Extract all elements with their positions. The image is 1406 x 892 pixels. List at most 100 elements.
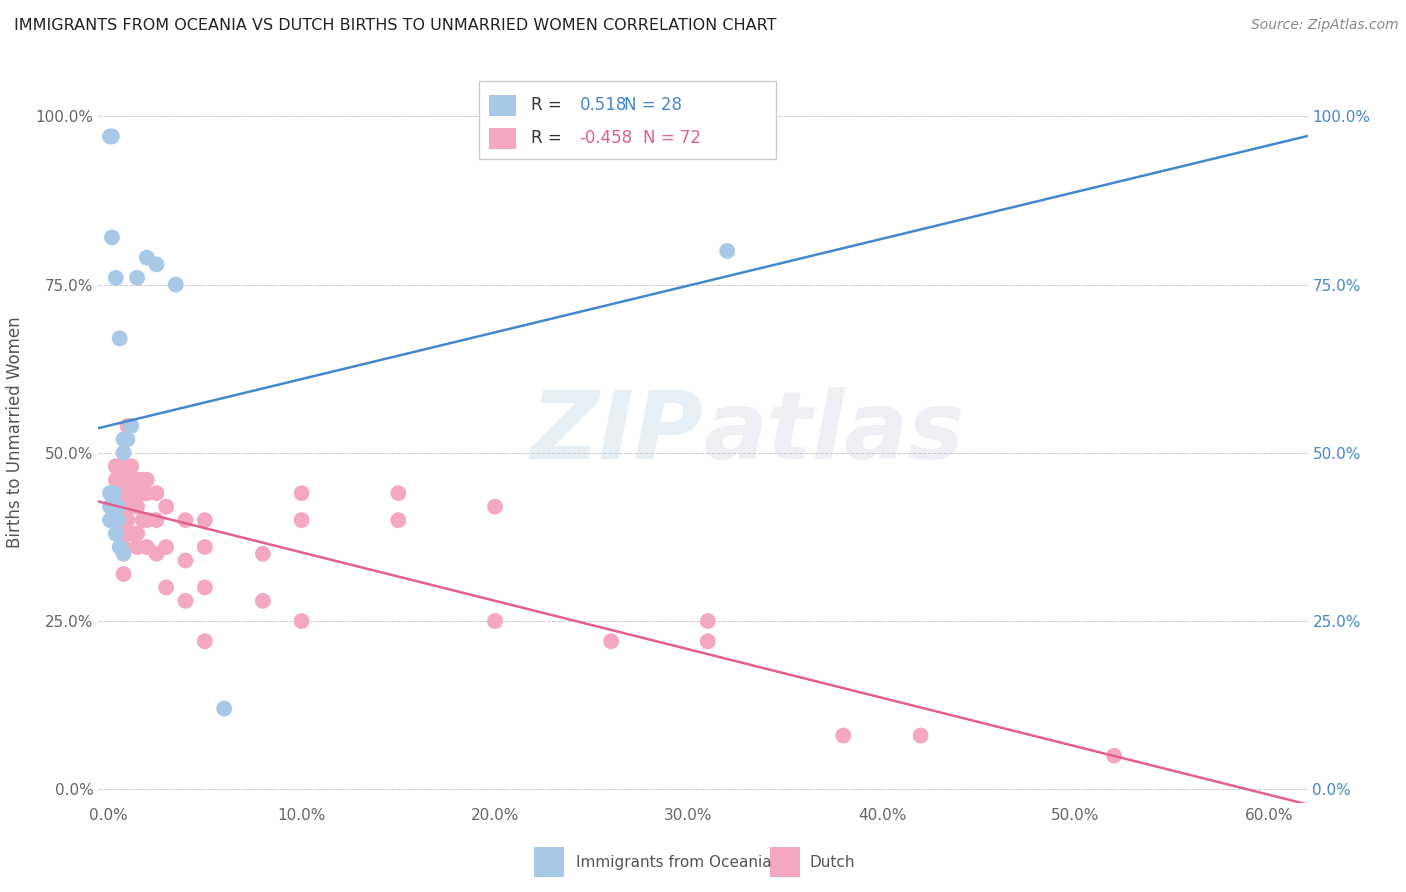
Point	[910, 729, 932, 743]
Point	[145, 513, 167, 527]
Point	[112, 547, 135, 561]
Text: N = 72: N = 72	[643, 129, 700, 147]
Point	[103, 486, 125, 500]
Point	[120, 500, 142, 514]
Point	[107, 473, 129, 487]
Point	[98, 513, 121, 527]
Point	[252, 594, 274, 608]
Point	[107, 513, 129, 527]
Point	[112, 446, 135, 460]
Point	[194, 540, 217, 554]
Text: IMMIGRANTS FROM OCEANIA VS DUTCH BIRTHS TO UNMARRIED WOMEN CORRELATION CHART: IMMIGRANTS FROM OCEANIA VS DUTCH BIRTHS …	[14, 18, 776, 33]
Point	[1102, 748, 1125, 763]
Point	[108, 331, 131, 345]
Point	[101, 129, 124, 144]
Point	[98, 500, 121, 514]
Point	[111, 473, 134, 487]
Text: atlas: atlas	[703, 386, 965, 479]
Point	[135, 473, 157, 487]
Text: Dutch: Dutch	[810, 855, 855, 870]
Point	[145, 547, 167, 561]
Point	[104, 513, 127, 527]
Point	[114, 513, 136, 527]
Point	[107, 500, 129, 514]
Point	[117, 513, 139, 527]
Point	[107, 486, 129, 500]
Point	[104, 459, 127, 474]
Point	[108, 459, 131, 474]
Point	[174, 594, 197, 608]
Point	[117, 433, 139, 447]
Point	[174, 553, 197, 567]
Point	[290, 513, 312, 527]
Point	[155, 540, 177, 554]
Point	[101, 500, 124, 514]
Point	[104, 473, 127, 487]
Point	[120, 418, 142, 433]
Text: R =: R =	[531, 129, 567, 147]
Point	[111, 513, 134, 527]
FancyBboxPatch shape	[479, 81, 776, 159]
Point	[111, 540, 134, 554]
Point	[112, 566, 135, 581]
Point	[114, 486, 136, 500]
Point	[174, 513, 197, 527]
Point	[117, 418, 139, 433]
Point	[165, 277, 187, 292]
Bar	[769, 847, 800, 877]
Point	[132, 486, 155, 500]
Point	[290, 486, 312, 500]
Point	[135, 540, 157, 554]
Point	[252, 547, 274, 561]
Point	[135, 513, 157, 527]
Point	[127, 473, 149, 487]
Point	[104, 486, 127, 500]
Point	[127, 526, 149, 541]
Point	[107, 500, 129, 514]
Point	[111, 500, 134, 514]
Point	[155, 581, 177, 595]
Point	[117, 500, 139, 514]
Point	[484, 500, 506, 514]
Point	[194, 634, 217, 648]
Point	[112, 540, 135, 554]
Point	[104, 500, 127, 514]
Point	[696, 634, 718, 648]
Bar	[489, 95, 516, 117]
Point	[127, 500, 149, 514]
Point	[696, 614, 718, 628]
Point	[98, 486, 121, 500]
Point	[117, 486, 139, 500]
Point	[484, 614, 506, 628]
Point	[108, 540, 131, 554]
Bar	[489, 128, 516, 149]
Point	[155, 500, 177, 514]
Point	[145, 486, 167, 500]
Text: ZIP: ZIP	[530, 386, 703, 479]
Point	[108, 500, 131, 514]
Point	[117, 473, 139, 487]
Point	[600, 634, 623, 648]
Point	[132, 473, 155, 487]
Point	[103, 500, 125, 514]
Text: 0.518: 0.518	[579, 95, 627, 113]
Point	[135, 486, 157, 500]
Point	[104, 526, 127, 541]
Point	[120, 526, 142, 541]
Point	[132, 513, 155, 527]
Text: Immigrants from Oceania: Immigrants from Oceania	[576, 855, 772, 870]
Point	[127, 486, 149, 500]
Text: N = 28: N = 28	[624, 95, 682, 113]
Point	[387, 486, 409, 500]
Point	[716, 244, 738, 258]
Text: R =: R =	[531, 95, 567, 113]
Point	[127, 540, 149, 554]
Point	[108, 473, 131, 487]
Text: -0.458: -0.458	[579, 129, 633, 147]
Point	[103, 486, 125, 500]
Point	[120, 459, 142, 474]
Point	[104, 270, 127, 285]
Bar	[534, 847, 564, 877]
Point	[112, 433, 135, 447]
Text: Source: ZipAtlas.com: Source: ZipAtlas.com	[1251, 18, 1399, 32]
